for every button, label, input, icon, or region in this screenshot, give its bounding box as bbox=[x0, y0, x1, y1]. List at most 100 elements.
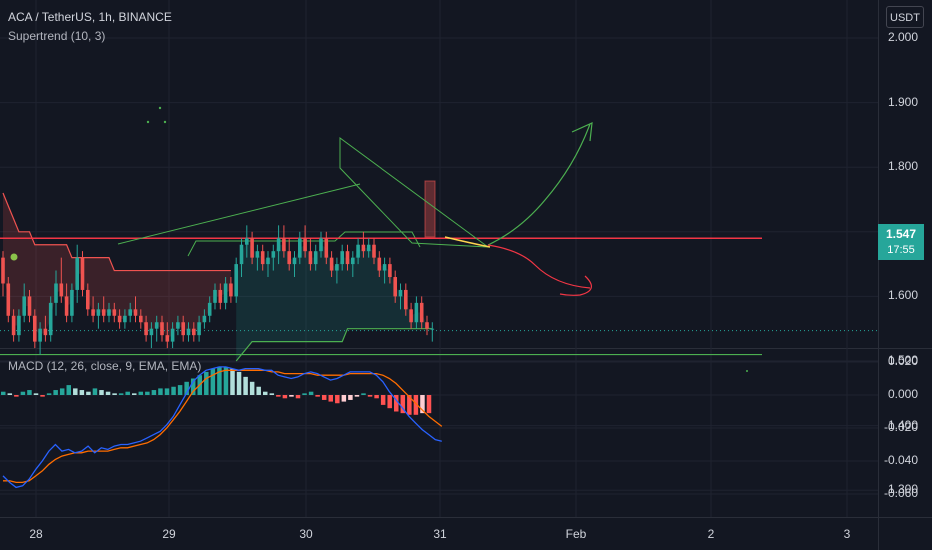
macd-histogram-bar bbox=[46, 393, 52, 395]
candle-body bbox=[351, 257, 355, 265]
last-price-value: 1.547 bbox=[885, 227, 917, 241]
macd-histogram-bar bbox=[230, 368, 235, 395]
candle-body bbox=[70, 289, 74, 316]
candle-body bbox=[419, 302, 424, 323]
supertrend-buy-dot bbox=[10, 253, 18, 261]
candle-body bbox=[255, 251, 260, 258]
candle-body bbox=[361, 244, 366, 252]
symbol-title[interactable]: ACA / TetherUS, 1h, BINANCE bbox=[8, 10, 172, 24]
candle-body bbox=[181, 322, 185, 336]
macd-histogram-bar bbox=[269, 393, 275, 395]
macd-histogram-bar bbox=[99, 390, 104, 395]
macd-histogram-bar bbox=[79, 390, 85, 395]
candle-body bbox=[123, 315, 127, 323]
macd-tick-label: 0.000 bbox=[887, 387, 918, 401]
macd-histogram-bar bbox=[223, 366, 229, 395]
candle-body bbox=[80, 257, 85, 290]
macd-histogram-bar bbox=[73, 388, 78, 395]
candle-body bbox=[308, 251, 313, 265]
macd-histogram-bar bbox=[118, 393, 124, 395]
macd-histogram-bar bbox=[354, 395, 360, 397]
time-tick-label: 28 bbox=[29, 527, 43, 541]
macd-histogram-bar bbox=[184, 381, 189, 395]
bullish-arrow-path bbox=[487, 123, 591, 246]
macd-histogram-bar bbox=[204, 371, 209, 395]
macd-histogram-bar bbox=[138, 391, 144, 395]
candle-body bbox=[43, 328, 48, 336]
macd-tick-label: 0.020 bbox=[887, 354, 918, 368]
macd-histogram-bar bbox=[59, 388, 65, 395]
candle-body bbox=[33, 315, 37, 342]
candle-body bbox=[250, 238, 254, 258]
candle-body bbox=[144, 322, 148, 336]
macd-histogram-bar bbox=[420, 395, 425, 414]
macd-histogram-bar bbox=[394, 395, 399, 412]
supertrend-up-line bbox=[235, 328, 433, 362]
macd-histogram-bar bbox=[53, 390, 58, 395]
time-axis-border bbox=[0, 517, 932, 518]
candle-body bbox=[404, 289, 408, 310]
candle-body bbox=[393, 277, 397, 297]
macd-histogram-bar bbox=[315, 395, 320, 397]
candle-body bbox=[59, 283, 64, 297]
macd-histogram-bar bbox=[263, 391, 268, 395]
candle-body bbox=[324, 238, 329, 258]
macd-indicator-label[interactable]: MACD (12, 26, close, 9, EMA, EMA) bbox=[8, 359, 202, 373]
bearish-arrow-path bbox=[487, 244, 591, 289]
marker-dot bbox=[746, 370, 748, 372]
candle-body bbox=[319, 238, 323, 252]
projection-yellow bbox=[444, 236, 491, 248]
macd-histogram-bar bbox=[289, 395, 294, 397]
candle-body bbox=[207, 302, 212, 316]
candle-body bbox=[17, 315, 21, 336]
candle-body bbox=[154, 322, 159, 329]
candle-body bbox=[165, 335, 170, 342]
price-axis-border bbox=[878, 0, 879, 550]
macd-histogram-bar bbox=[256, 386, 261, 395]
candle-body bbox=[6, 283, 11, 316]
macd-histogram-bar bbox=[151, 390, 157, 395]
candle-body bbox=[192, 328, 196, 336]
macd-histogram-bar bbox=[112, 393, 117, 395]
rising-trendline bbox=[117, 183, 361, 245]
price-tick-label: 1.400 bbox=[887, 417, 918, 432]
candle-body bbox=[245, 238, 249, 245]
last-price-tag: 1.547 17:55 bbox=[878, 224, 924, 260]
price-tick-label: 1.600 bbox=[887, 288, 918, 303]
price-tick-label: 2.000 bbox=[887, 30, 918, 44]
supertrend-indicator-label[interactable]: Supertrend (10, 3) bbox=[8, 29, 106, 43]
macd-histogram-bar bbox=[14, 395, 19, 397]
macd-histogram-bar bbox=[20, 391, 26, 395]
time-tick-label: Feb bbox=[565, 527, 587, 541]
macd-histogram-bar bbox=[105, 391, 111, 395]
candle-body bbox=[202, 315, 207, 323]
candle-body bbox=[91, 309, 95, 316]
macd-histogram-bar bbox=[132, 393, 137, 395]
candle-body bbox=[282, 238, 286, 252]
candle-body bbox=[366, 244, 371, 252]
macd-histogram-bar bbox=[243, 376, 248, 395]
macd-histogram-bar bbox=[158, 388, 163, 395]
macd-histogram-bar bbox=[348, 395, 353, 400]
supertrend-up-fill bbox=[236, 241, 433, 361]
macd-histogram-bar bbox=[217, 366, 222, 395]
macd-tick-label: -0.040 bbox=[883, 453, 918, 467]
macd-histogram-bar bbox=[380, 395, 386, 405]
macd-histogram-bar bbox=[66, 385, 71, 395]
currency-button[interactable]: USDT bbox=[886, 6, 924, 28]
supertrend-trail-line bbox=[187, 231, 421, 257]
time-tick-label: 3 bbox=[843, 527, 851, 541]
candle-body bbox=[149, 328, 154, 336]
time-tick-label: 31 bbox=[433, 527, 447, 541]
candle-body bbox=[382, 264, 387, 271]
candle-body bbox=[388, 264, 392, 278]
time-tick-label: 29 bbox=[162, 527, 176, 541]
candle-body bbox=[86, 289, 90, 310]
supertrend-down-fill bbox=[3, 193, 231, 339]
macd-histogram-bar bbox=[341, 395, 347, 402]
candle-body bbox=[260, 251, 265, 265]
candle-body bbox=[112, 309, 117, 316]
candle-body bbox=[292, 257, 297, 265]
candle-body bbox=[186, 328, 191, 336]
